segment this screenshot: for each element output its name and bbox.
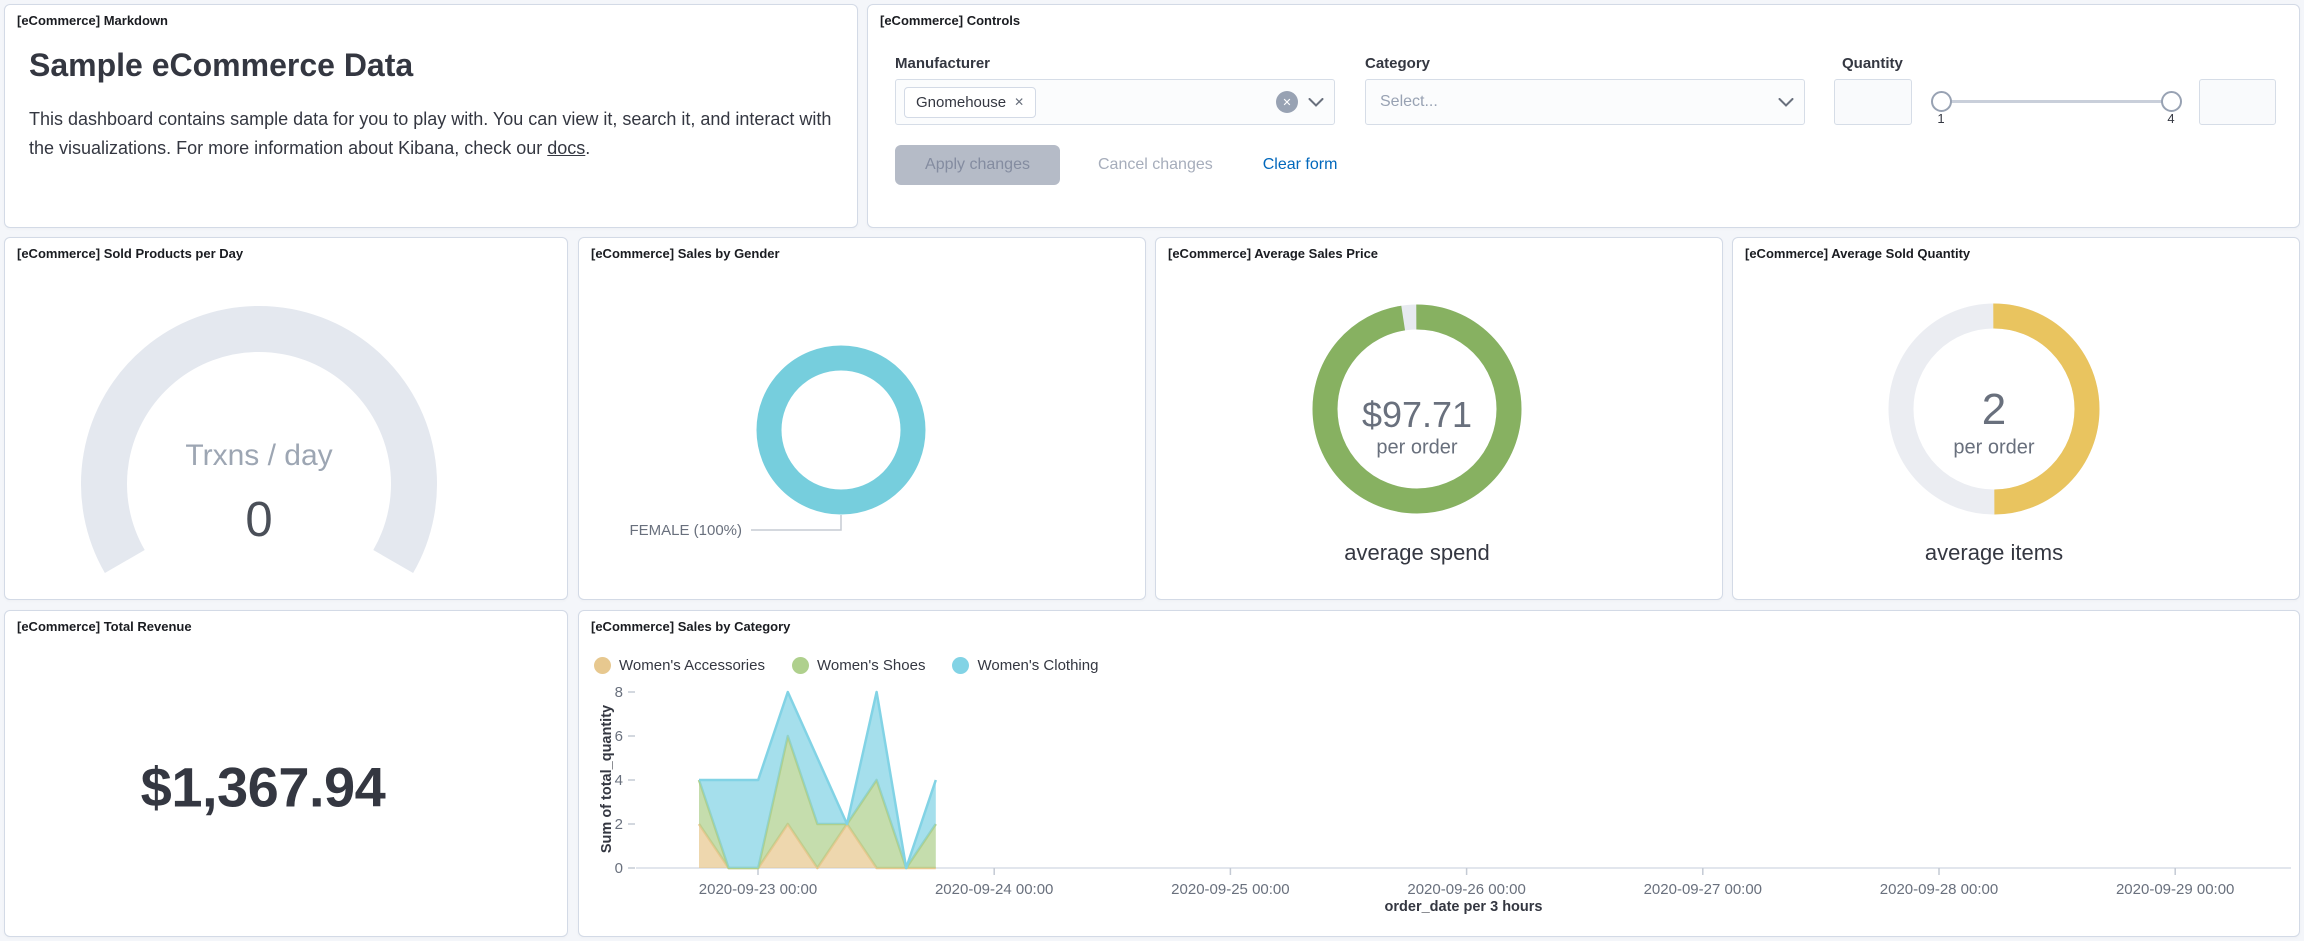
quantity-slider-handle-min[interactable] bbox=[1931, 91, 1952, 112]
markdown-heading: Sample eCommerce Data bbox=[29, 47, 414, 83]
manufacturer-selected-tag[interactable]: Gnomehouse ✕ bbox=[904, 86, 1037, 118]
x-axis-title: order_date per 3 hours bbox=[1384, 899, 1543, 915]
apply-changes-button[interactable]: Apply changes bbox=[895, 145, 1060, 185]
legend-item[interactable]: Women's Shoes bbox=[791, 657, 926, 674]
y-tick-label: 0 bbox=[615, 860, 623, 877]
area-series bbox=[699, 692, 936, 868]
gauge-chart bbox=[81, 306, 437, 573]
legend-dot-icon bbox=[952, 657, 970, 674]
x-tick-label: 2020-09-27 00:00 bbox=[1644, 881, 1762, 898]
metric-sublabel: per order bbox=[1953, 436, 2035, 459]
panel-controls: [eCommerce] Controls Manufacturer Gnomeh… bbox=[867, 4, 2300, 228]
clear-selection-icon[interactable]: ✕ bbox=[1276, 91, 1298, 113]
quantity-goal-chart bbox=[1888, 303, 2100, 515]
legend-label: Women's Shoes bbox=[816, 657, 926, 674]
chart-legend: Women's Accessories Women's Shoes Women's … bbox=[594, 657, 1098, 674]
x-tick-label: 2020-09-26 00:00 bbox=[1407, 881, 1525, 898]
x-tick-label: 2020-09-24 00:00 bbox=[935, 881, 1053, 898]
x-tick-label: 2020-09-29 00:00 bbox=[2116, 881, 2234, 898]
stacked-area-chart: 2020-09-23 00:00 2020-09-24 00:00 2020-09-… bbox=[615, 684, 2291, 898]
manufacturer-label: Manufacturer bbox=[895, 55, 991, 72]
panel-total-revenue: [eCommerce] Total Revenue $1,367.94 bbox=[4, 610, 568, 937]
gender-donut-chart bbox=[751, 345, 926, 531]
y-tick-label: 6 bbox=[615, 728, 623, 745]
panel-sales-by-gender: [eCommerce] Sales by Gender FEMALE (100%… bbox=[578, 237, 1146, 600]
gauge-label: Trxns / day bbox=[185, 439, 333, 472]
panel-title: [eCommerce] Markdown bbox=[17, 13, 168, 28]
panel-title: [eCommerce] Sold Products per Day bbox=[17, 246, 244, 261]
legend-dot-icon bbox=[791, 657, 809, 674]
remove-tag-icon[interactable]: ✕ bbox=[1014, 95, 1025, 109]
y-tick-label: 4 bbox=[615, 772, 623, 789]
legend-dot-icon bbox=[594, 657, 611, 674]
category-label: Category bbox=[1365, 55, 1431, 72]
quantity-label: Quantity bbox=[1842, 55, 1903, 72]
metric-sublabel: per order bbox=[1376, 436, 1458, 459]
controls-actions: Apply changes Cancel changes Clear form bbox=[895, 145, 1337, 185]
chevron-down-icon[interactable] bbox=[1308, 97, 1324, 107]
gauge-value: 0 bbox=[245, 493, 273, 547]
clear-form-link[interactable]: Clear form bbox=[1262, 156, 1338, 173]
panel-title: [eCommerce] Total Revenue bbox=[17, 619, 192, 634]
docs-link[interactable]: docs bbox=[547, 137, 586, 158]
area-series bbox=[699, 736, 936, 868]
legend-item[interactable]: Women's Clothing bbox=[952, 657, 1098, 674]
category-select[interactable]: Select... bbox=[1365, 79, 1805, 125]
manufacturer-combobox[interactable]: Gnomehouse ✕ ✕ bbox=[895, 79, 1335, 125]
quantity-min-input[interactable] bbox=[1834, 79, 1912, 125]
tag-label: Gnomehouse bbox=[916, 93, 1007, 111]
panel-title: [eCommerce] Controls bbox=[880, 13, 1021, 28]
legend-label: Women's Clothing bbox=[977, 657, 1099, 674]
panel-average-sales-price: [eCommerce] Average Sales Price $97.71 p… bbox=[1155, 237, 1723, 600]
y-tick-label: 8 bbox=[615, 684, 623, 701]
y-tick-label: 2 bbox=[615, 816, 623, 833]
panel-sales-by-category: [eCommerce] Sales by Category Women's Ac… bbox=[578, 610, 2300, 937]
chevron-down-icon[interactable] bbox=[1778, 97, 1794, 107]
panel-title: [eCommerce] Average Sold Quantity bbox=[1745, 246, 1971, 261]
panel-title: [eCommerce] Sales by Category bbox=[591, 619, 791, 634]
category-placeholder: Select... bbox=[1380, 93, 1438, 110]
metric-value: 2 bbox=[1981, 385, 2007, 434]
quantity-slider-handle-max[interactable] bbox=[2161, 91, 2182, 112]
panel-title: [eCommerce] Average Sales Price bbox=[1168, 246, 1379, 261]
x-tick-label: 2020-09-28 00:00 bbox=[1880, 881, 1998, 898]
total-revenue-value: $1,367.94 bbox=[140, 755, 386, 819]
panel-markdown: [eCommerce] Markdown Sample eCommerce Da… bbox=[4, 4, 858, 228]
legend-label: Women's Accessories bbox=[619, 657, 765, 674]
panel-title: [eCommerce] Sales by Gender bbox=[591, 246, 780, 261]
panel-average-sold-quantity: [eCommerce] Average Sold Quantity 2 per … bbox=[1732, 237, 2300, 600]
x-tick-label: 2020-09-25 00:00 bbox=[1171, 881, 1289, 898]
quantity-max-tick-label: 4 bbox=[2167, 111, 2175, 126]
markdown-body: This dashboard contains sample data for … bbox=[29, 105, 835, 162]
price-goal-chart bbox=[1312, 304, 1522, 514]
quantity-max-input[interactable] bbox=[2199, 79, 2276, 125]
metric-value: $97.71 bbox=[1361, 394, 1473, 435]
chart-caption: average spend bbox=[1344, 540, 1490, 565]
chart-caption: average items bbox=[1924, 540, 2064, 565]
quantity-slider-track[interactable] bbox=[1941, 100, 2171, 103]
markdown-text: This dashboard contains sample data for … bbox=[29, 109, 832, 158]
legend-item[interactable]: Women's Accessories bbox=[594, 657, 765, 674]
panel-sold-products-per-day: [eCommerce] Sold Products per Day Trxns … bbox=[4, 237, 568, 600]
markdown-text-suffix: . bbox=[585, 137, 591, 158]
slice-callout-label: FEMALE (100%) bbox=[629, 522, 742, 539]
x-tick-label: 2020-09-23 00:00 bbox=[699, 881, 817, 898]
cancel-changes-link[interactable]: Cancel changes bbox=[1098, 156, 1213, 173]
area-series bbox=[699, 824, 936, 868]
quantity-min-tick-label: 1 bbox=[1937, 111, 1945, 126]
